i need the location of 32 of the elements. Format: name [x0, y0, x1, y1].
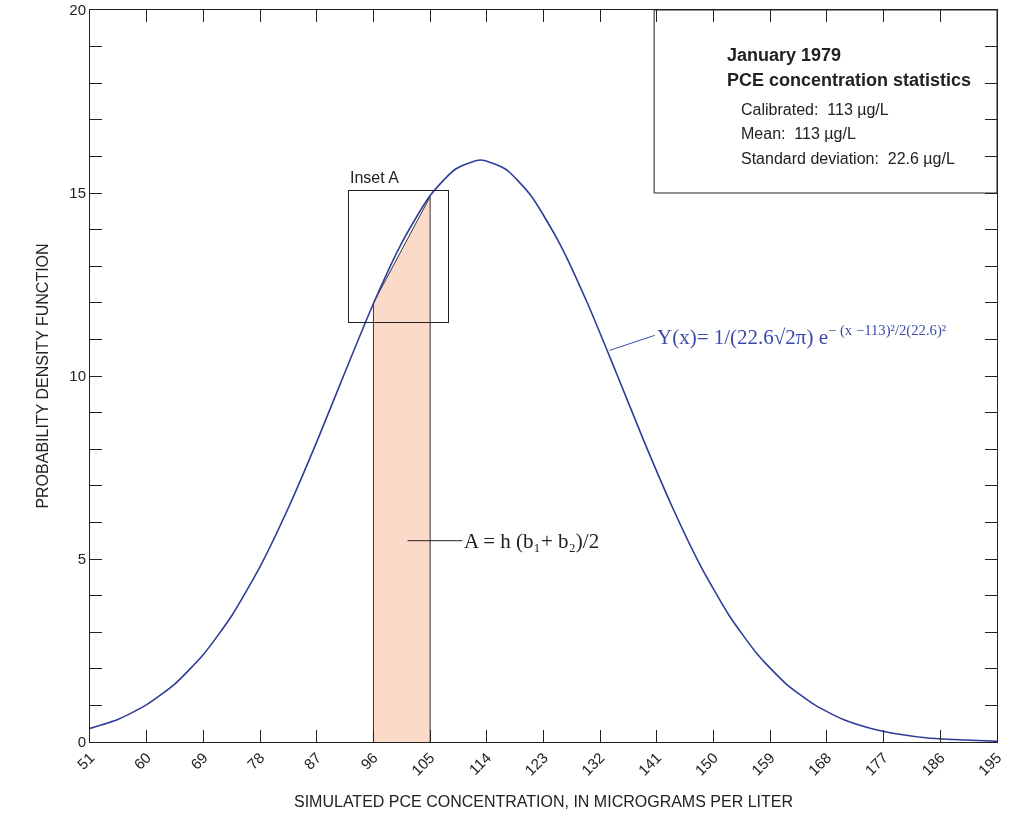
x-tick-label: 60: [130, 748, 155, 773]
x-axis-title: SIMULATED PCE CONCENTRATION, IN MICROGRAMS PER LITER: [293, 793, 794, 811]
annotation: Y(x)= 1/(22.6√2π) e$^{− (x −113)²/2(22.6)²}$: [657, 322, 947, 349]
annotation: Mean: 113 µg/L: [741, 125, 856, 142]
y-axis-title: PROBABILITY DENSITY FUNCTION: [34, 243, 51, 509]
x-tick-label: 177: [861, 748, 892, 779]
x-tick-label: 195: [974, 748, 1005, 779]
annotation: A = h (b₁+ b₂)/2: [464, 529, 600, 553]
x-tick-label: 78: [243, 748, 268, 773]
annotation: Standard deviation: 22.6 µg/L: [741, 150, 955, 167]
x-tick-label: 141: [634, 748, 665, 779]
x-tick-label: 168: [804, 748, 835, 779]
x-tick-label: 123: [521, 748, 551, 779]
x-tick-label: 96: [357, 748, 381, 773]
x-tick-label: 105: [407, 748, 438, 779]
y-tick-label: 15: [69, 184, 86, 202]
x-tick-label: 87: [300, 748, 325, 773]
x-tick-label: 150: [691, 748, 721, 779]
y-tick-label: 5: [77, 550, 86, 568]
annotation: January 1979: [727, 45, 842, 65]
y-tick-label: 10: [69, 367, 86, 385]
y-tick-label: 20: [69, 1, 86, 19]
x-tick-label: 114: [465, 748, 495, 778]
y-tick-label: 0: [77, 733, 86, 751]
x-tick-label: 69: [186, 748, 211, 773]
annotation: Calibrated: 113 µg/L: [741, 101, 889, 118]
x-tick-label: 186: [918, 748, 948, 779]
annotation: PCE concentration statistics: [727, 70, 972, 90]
x-tick-label: 159: [747, 748, 778, 779]
x-tick-label: 51: [73, 748, 98, 773]
x-tick-label: 132: [577, 748, 608, 779]
annotation: Inset A: [350, 169, 400, 186]
